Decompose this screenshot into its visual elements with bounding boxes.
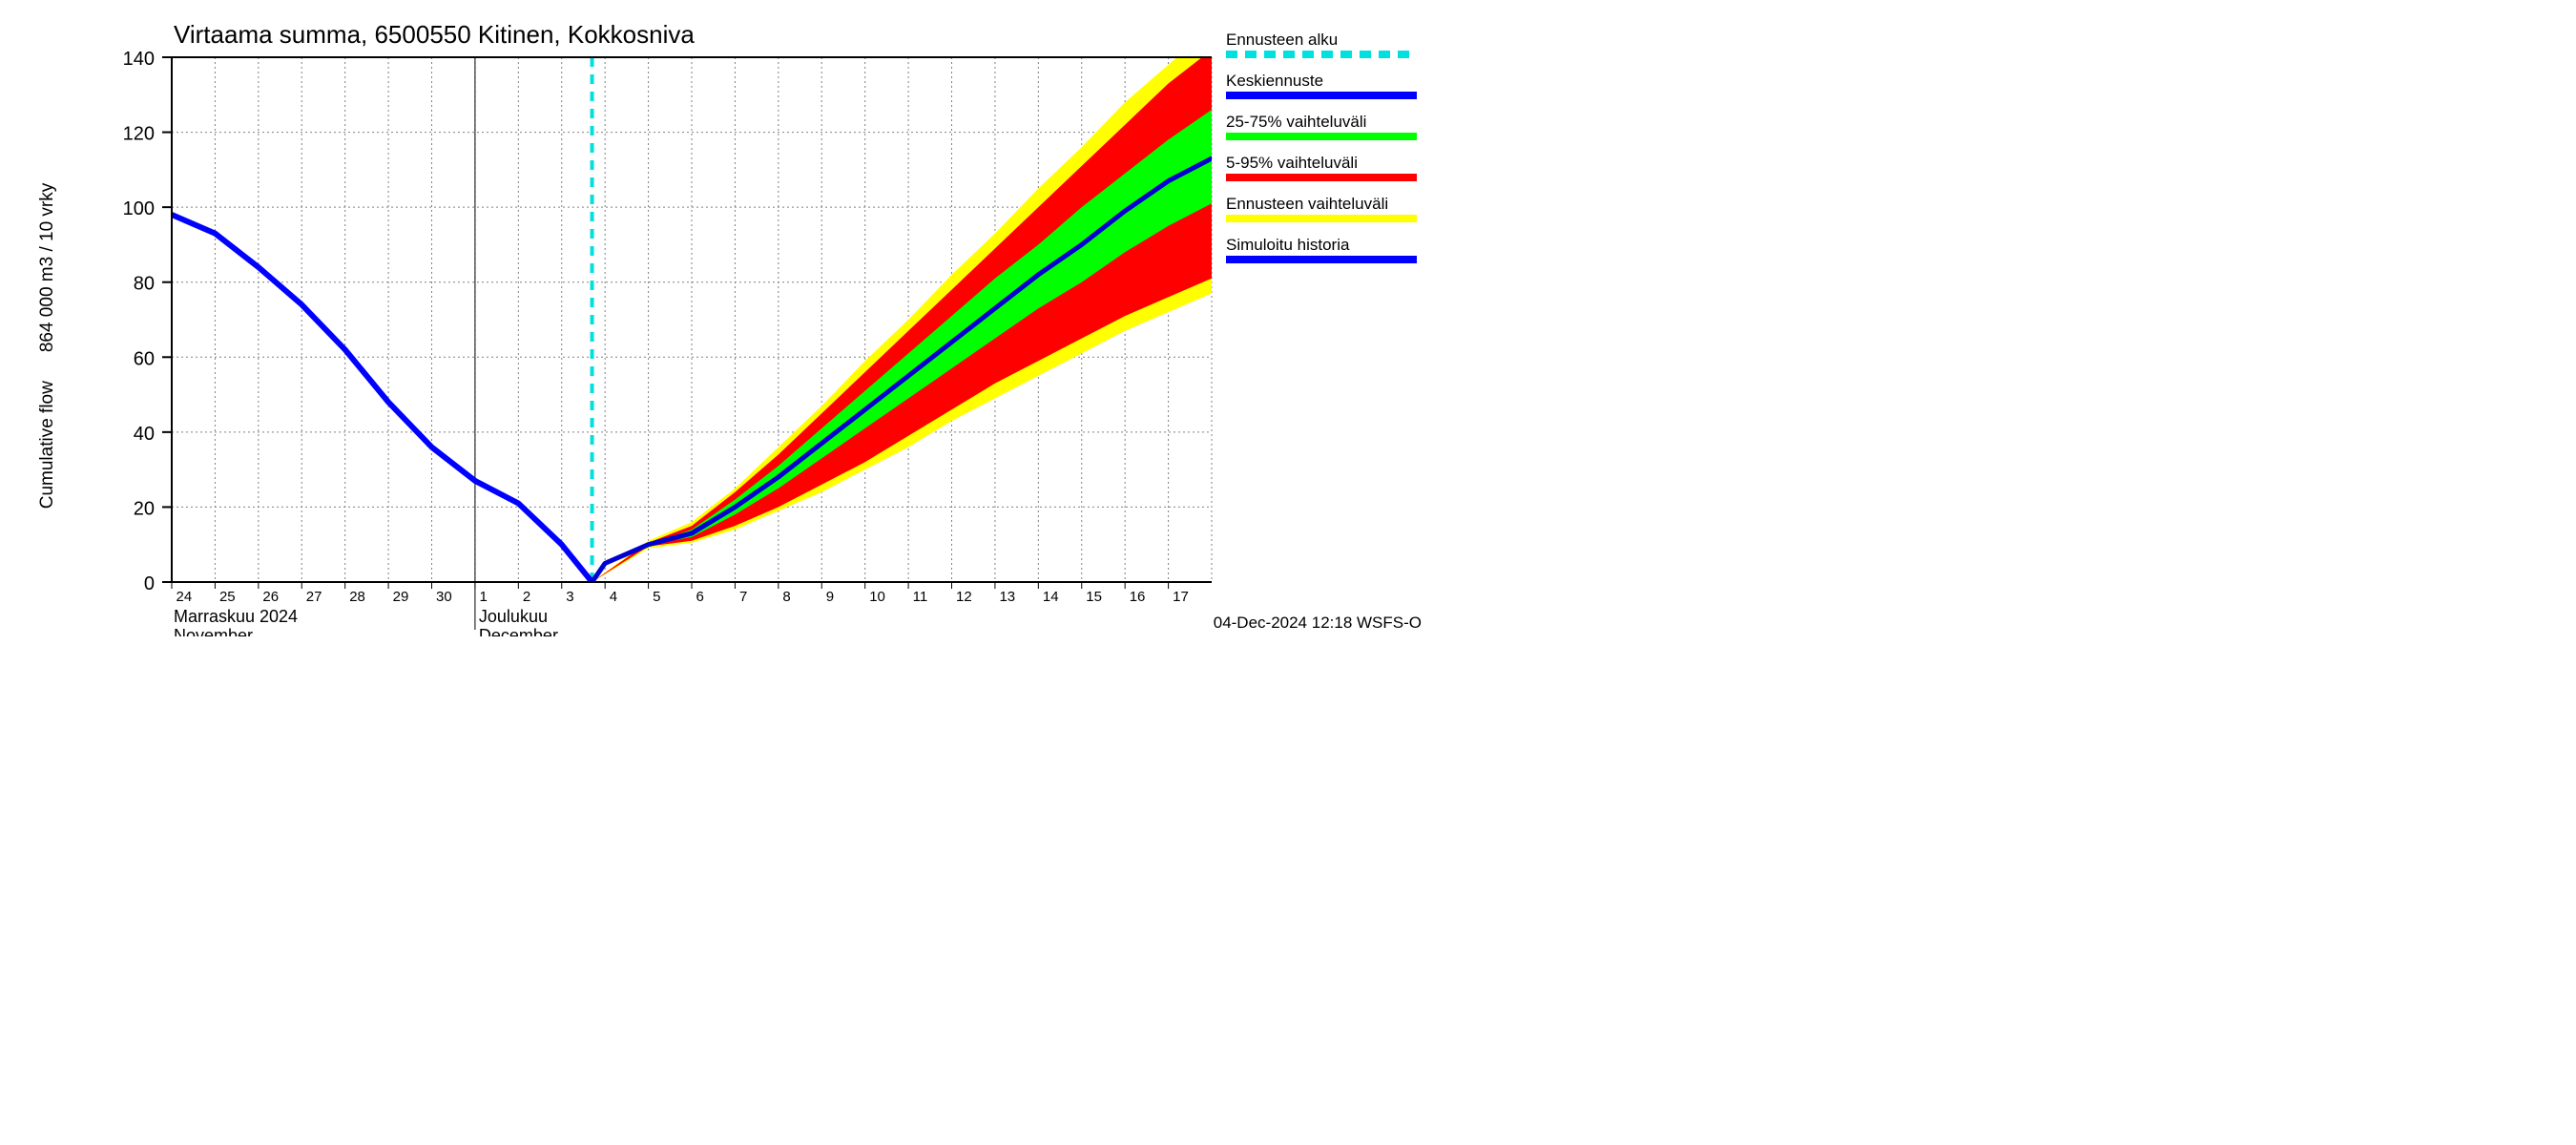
chart-container: 0204060801001201402425262728293012345678… [0,0,1431,636]
y-tick-label: 140 [123,49,155,70]
x-tick-label: 28 [349,589,365,605]
timestamp: 04-Dec-2024 12:18 WSFS-O [1214,614,1422,632]
y-tick-label: 0 [144,573,155,594]
x-tick-label: 27 [306,589,322,605]
month-label-fi-2: Joulukuu [479,607,548,626]
x-tick-label: 16 [1130,589,1146,605]
month-label-fi-1: Marraskuu 2024 [174,607,298,626]
x-tick-label: 15 [1086,589,1102,605]
chart-title: Virtaama summa, 6500550 Kitinen, Kokkosn… [174,20,695,49]
y-tick-label: 60 [134,348,155,369]
y-tick-label: 120 [123,124,155,145]
y-axis-label: Cumulative flow864 000 m3 / 10 vrky [37,182,57,509]
x-tick-label: 24 [177,589,193,605]
x-tick-label: 13 [999,589,1015,605]
chart-svg: 0204060801001201402425262728293012345678… [0,0,1431,636]
x-tick-label: 14 [1043,589,1059,605]
y-tick-label: 40 [134,424,155,445]
legend-label: Ennusteen vaihteluväli [1226,195,1388,213]
x-tick-label: 3 [566,589,573,605]
month-label-en-2: December [479,626,558,636]
legend-label: Keskiennuste [1226,72,1323,90]
x-tick-label: 6 [696,589,704,605]
x-tick-label: 5 [653,589,660,605]
legend-label: 25-75% vaihteluväli [1226,113,1366,131]
x-tick-label: 12 [956,589,972,605]
legend-label: Ennusteen alku [1226,31,1338,49]
month-label-en-1: November [174,626,253,636]
x-tick-label: 7 [739,589,747,605]
x-tick-label: 30 [436,589,452,605]
x-tick-label: 8 [782,589,790,605]
y-tick-label: 100 [123,198,155,219]
x-tick-label: 17 [1173,589,1189,605]
x-tick-label: 10 [869,589,885,605]
x-tick-label: 2 [523,589,530,605]
legend-label: Simuloitu historia [1226,236,1350,254]
x-tick-label: 9 [826,589,834,605]
x-tick-label: 29 [393,589,409,605]
y-tick-label: 80 [134,274,155,295]
x-tick-label: 1 [479,589,487,605]
x-tick-label: 4 [610,589,617,605]
x-tick-label: 11 [913,589,928,605]
x-tick-label: 25 [219,589,236,605]
legend-label: 5-95% vaihteluväli [1226,154,1358,172]
x-tick-label: 26 [262,589,279,605]
y-tick-label: 20 [134,498,155,519]
